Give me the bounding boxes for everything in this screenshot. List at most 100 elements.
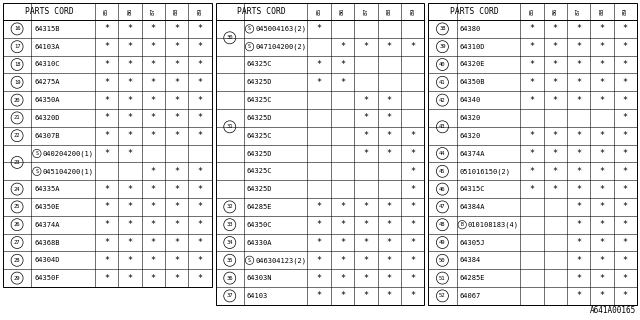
Text: *: * xyxy=(317,78,322,87)
Text: 64307B: 64307B xyxy=(34,133,60,139)
Text: 52: 52 xyxy=(439,293,445,298)
Text: 64320: 64320 xyxy=(460,133,481,139)
Text: *: * xyxy=(364,274,369,283)
Text: 64325D: 64325D xyxy=(247,186,273,192)
Text: 89: 89 xyxy=(623,8,628,15)
Text: 64384A: 64384A xyxy=(460,204,485,210)
Text: *: * xyxy=(198,203,202,212)
Text: *: * xyxy=(623,131,628,140)
Text: 20: 20 xyxy=(14,98,20,103)
Text: 64380: 64380 xyxy=(460,26,481,32)
Text: *: * xyxy=(198,256,202,265)
Text: 29: 29 xyxy=(14,276,20,281)
Text: *: * xyxy=(151,60,156,69)
Text: *: * xyxy=(387,203,392,212)
Text: *: * xyxy=(600,149,604,158)
Text: *: * xyxy=(127,60,132,69)
Text: *: * xyxy=(576,274,581,283)
Text: *: * xyxy=(127,42,132,51)
Text: *: * xyxy=(364,149,369,158)
Text: 64325C: 64325C xyxy=(247,97,273,103)
Text: S: S xyxy=(248,26,251,31)
Text: *: * xyxy=(340,238,345,247)
Text: 45: 45 xyxy=(439,169,445,174)
Text: 30: 30 xyxy=(227,35,233,40)
Text: *: * xyxy=(364,238,369,247)
Text: *: * xyxy=(198,220,202,229)
Bar xyxy=(428,3,637,305)
Text: *: * xyxy=(623,185,628,194)
Text: 28: 28 xyxy=(14,258,20,263)
Text: 40: 40 xyxy=(439,62,445,67)
Text: PARTS CORD: PARTS CORD xyxy=(450,7,499,16)
Text: *: * xyxy=(553,131,557,140)
Text: *: * xyxy=(151,203,156,212)
Text: 046304123(2): 046304123(2) xyxy=(255,257,306,264)
Text: *: * xyxy=(576,24,581,33)
Text: *: * xyxy=(623,238,628,247)
Text: *: * xyxy=(600,24,604,33)
Text: *: * xyxy=(104,274,109,283)
Text: *: * xyxy=(198,238,202,247)
Text: *: * xyxy=(127,274,132,283)
Text: *: * xyxy=(576,167,581,176)
Text: *: * xyxy=(600,96,604,105)
Text: *: * xyxy=(529,185,534,194)
Text: *: * xyxy=(340,203,345,212)
Text: *: * xyxy=(174,24,179,33)
Text: 64310C: 64310C xyxy=(34,61,60,68)
Text: *: * xyxy=(198,185,202,194)
Text: 86: 86 xyxy=(553,8,557,15)
Text: *: * xyxy=(104,96,109,105)
Text: *: * xyxy=(387,96,392,105)
Text: *: * xyxy=(317,256,322,265)
Text: *: * xyxy=(600,60,604,69)
Text: *: * xyxy=(174,167,179,176)
Text: *: * xyxy=(576,149,581,158)
Text: *: * xyxy=(198,113,202,122)
Text: 86: 86 xyxy=(340,8,345,15)
Text: 87: 87 xyxy=(151,8,156,15)
Text: *: * xyxy=(174,96,179,105)
Text: *: * xyxy=(151,238,156,247)
Text: *: * xyxy=(364,203,369,212)
Text: *: * xyxy=(104,203,109,212)
Text: *: * xyxy=(553,185,557,194)
Text: *: * xyxy=(127,238,132,247)
Text: S: S xyxy=(35,151,38,156)
Text: *: * xyxy=(623,203,628,212)
Text: 64368B: 64368B xyxy=(34,239,60,245)
Text: *: * xyxy=(364,220,369,229)
Text: 38: 38 xyxy=(439,26,445,31)
Text: *: * xyxy=(387,42,392,51)
Text: *: * xyxy=(151,42,156,51)
Text: *: * xyxy=(600,292,604,300)
Text: 64103A: 64103A xyxy=(34,44,60,50)
Text: *: * xyxy=(174,131,179,140)
Text: *: * xyxy=(529,78,534,87)
Text: S: S xyxy=(248,258,251,263)
Text: *: * xyxy=(576,256,581,265)
Text: *: * xyxy=(576,292,581,300)
Text: S: S xyxy=(248,44,251,49)
Text: 88: 88 xyxy=(174,8,179,15)
Text: *: * xyxy=(576,203,581,212)
Text: *: * xyxy=(127,96,132,105)
Text: *: * xyxy=(364,42,369,51)
Text: *: * xyxy=(174,274,179,283)
Text: *: * xyxy=(174,256,179,265)
Text: 48: 48 xyxy=(439,222,445,227)
Text: *: * xyxy=(600,78,604,87)
Text: 34: 34 xyxy=(227,240,233,245)
Text: *: * xyxy=(623,24,628,33)
Text: 35: 35 xyxy=(227,258,233,263)
Text: *: * xyxy=(600,185,604,194)
Text: *: * xyxy=(104,113,109,122)
Text: 64304D: 64304D xyxy=(34,257,60,263)
Text: *: * xyxy=(529,167,534,176)
Text: *: * xyxy=(151,185,156,194)
Text: *: * xyxy=(623,220,628,229)
Text: 25: 25 xyxy=(14,204,20,209)
Text: *: * xyxy=(576,60,581,69)
Text: 18: 18 xyxy=(14,62,20,67)
